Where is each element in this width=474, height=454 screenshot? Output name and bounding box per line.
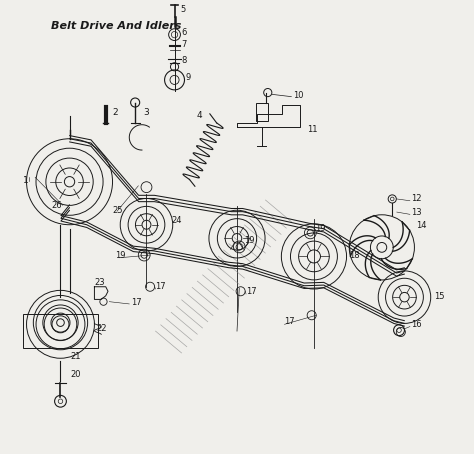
Text: 16: 16	[411, 321, 422, 330]
Text: 19: 19	[315, 224, 325, 232]
Text: 19: 19	[115, 251, 125, 260]
Text: 21: 21	[71, 352, 81, 361]
Text: 18: 18	[349, 251, 360, 260]
Text: 17: 17	[131, 298, 141, 307]
Text: Belt Drive And Idlers: Belt Drive And Idlers	[52, 21, 182, 31]
Text: 22: 22	[97, 324, 107, 333]
Text: 26: 26	[52, 201, 62, 210]
Text: 4: 4	[196, 111, 202, 120]
Text: 5: 5	[180, 5, 185, 14]
Text: 8: 8	[182, 56, 187, 65]
Text: 15: 15	[434, 291, 445, 301]
Text: 20: 20	[71, 370, 81, 379]
Text: 17: 17	[246, 287, 257, 296]
Text: 9: 9	[186, 73, 191, 82]
Bar	[23, 314, 98, 348]
Text: 1: 1	[23, 176, 29, 185]
Text: 3: 3	[143, 108, 149, 117]
Text: 25: 25	[112, 207, 123, 215]
Text: 11: 11	[307, 125, 318, 134]
Text: 17: 17	[155, 282, 166, 291]
Bar	[256, 103, 268, 121]
Text: 19: 19	[244, 236, 254, 245]
Text: 10: 10	[292, 91, 303, 100]
Text: 7: 7	[182, 40, 187, 49]
Text: 14: 14	[416, 222, 426, 230]
Text: 17: 17	[284, 317, 295, 326]
Text: 13: 13	[411, 208, 422, 217]
Text: 23: 23	[94, 278, 105, 287]
Text: 2: 2	[112, 108, 118, 117]
Text: 6: 6	[182, 28, 187, 37]
Text: 24: 24	[172, 217, 182, 225]
Text: 12: 12	[411, 194, 422, 203]
